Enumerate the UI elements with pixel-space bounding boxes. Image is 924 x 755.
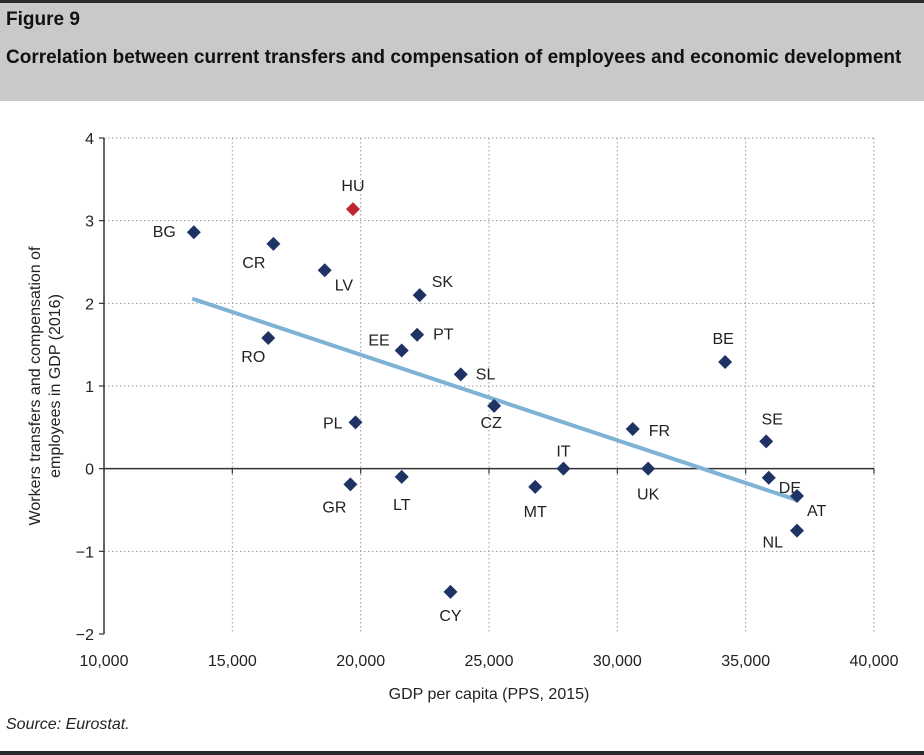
point-label: CY — [439, 608, 462, 625]
data-point — [625, 421, 640, 436]
x-tick-label: 40,000 — [850, 653, 899, 670]
data-point — [317, 263, 332, 278]
data-point — [641, 461, 656, 476]
x-tick-label: 35,000 — [721, 653, 770, 670]
point-label: SE — [762, 411, 783, 428]
figure-label: Figure 9 — [6, 9, 80, 30]
data-point — [761, 470, 776, 485]
point-label: GR — [322, 499, 346, 516]
x-tick-label: 10,000 — [80, 653, 129, 670]
point-label: BG — [153, 224, 176, 241]
scatter-chart: −2 −1 0 1 2 3 4 10,000 15,000 20,000 25,000 30,000 3… — [27, 131, 899, 703]
y-axis-label: Workers transfers and compensation of — [27, 246, 44, 526]
data-point — [186, 225, 201, 240]
y-tick-label: 0 — [85, 462, 94, 479]
data-point — [790, 523, 804, 538]
point-label: RO — [241, 349, 265, 366]
point-label: LV — [335, 277, 354, 294]
data-point — [453, 367, 468, 382]
data-point — [261, 331, 276, 346]
y-tick-label: 3 — [85, 214, 94, 231]
point-label: PL — [323, 415, 343, 432]
y-tick-label: −1 — [76, 544, 94, 561]
point-label: AT — [807, 503, 826, 520]
point-label: PT — [433, 327, 454, 344]
point-label: CR — [242, 255, 265, 272]
bottom-rule — [0, 751, 924, 755]
y-tick-label: 1 — [85, 379, 94, 396]
y-tick-label: 2 — [85, 296, 94, 313]
data-point — [348, 415, 363, 430]
data-point — [443, 584, 458, 599]
figure-header: Figure 9 Correlation between current tra… — [0, 0, 924, 101]
point-label: HU — [341, 178, 364, 195]
x-tick-label: 15,000 — [208, 653, 257, 670]
data-point — [718, 355, 733, 370]
x-axis-label: GDP per capita (PPS, 2015) — [389, 686, 590, 703]
point-label: UK — [637, 487, 660, 504]
point-label: NL — [763, 535, 784, 552]
figure-title: Correlation between current transfers an… — [6, 47, 902, 68]
data-point — [528, 479, 543, 494]
y-tick-label: 4 — [85, 131, 94, 148]
x-tick-label: 25,000 — [465, 653, 514, 670]
y-axis-label: employees in GDP (2016) — [47, 294, 64, 478]
point-label: SK — [432, 274, 454, 291]
data-point — [345, 202, 360, 217]
x-tick-label: 30,000 — [593, 653, 642, 670]
data-point — [266, 236, 281, 251]
point-label: SL — [476, 366, 496, 383]
point-label: FR — [649, 423, 670, 440]
data-point — [556, 461, 571, 476]
source-note: Source: Eurostat. — [6, 716, 130, 733]
trend-line — [191, 297, 799, 503]
point-label: BE — [712, 331, 733, 348]
data-point — [487, 398, 502, 413]
point-label: MT — [524, 504, 547, 521]
data-point — [412, 288, 427, 303]
point-label: IT — [556, 444, 570, 461]
data-point — [759, 434, 774, 449]
data-point — [343, 477, 358, 492]
data-point — [410, 327, 425, 342]
point-label: CZ — [480, 415, 502, 432]
data-point — [394, 343, 409, 358]
point-label: LT — [393, 497, 411, 514]
data-point — [394, 469, 409, 484]
point-label: EE — [368, 332, 389, 349]
y-tick-label: −2 — [76, 627, 94, 644]
data-point — [790, 488, 804, 503]
x-tick-label: 20,000 — [336, 653, 385, 670]
